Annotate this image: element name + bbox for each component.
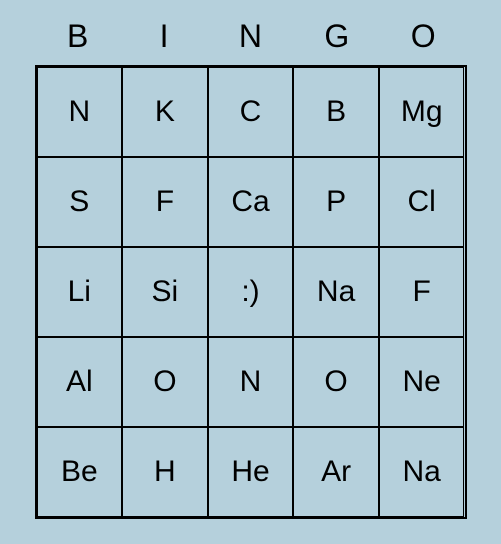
bingo-cell[interactable]: C bbox=[208, 67, 294, 157]
bingo-cell[interactable]: O bbox=[122, 337, 208, 427]
bingo-cell[interactable]: Na bbox=[293, 247, 379, 337]
bingo-cell[interactable]: P bbox=[293, 157, 379, 247]
bingo-cell[interactable]: O bbox=[293, 337, 379, 427]
bingo-cell[interactable]: K bbox=[122, 67, 208, 157]
bingo-cell[interactable]: N bbox=[37, 67, 123, 157]
bingo-cell[interactable]: Al bbox=[37, 337, 123, 427]
bingo-cell[interactable]: S bbox=[37, 157, 123, 247]
bingo-cell[interactable]: Be bbox=[37, 427, 123, 517]
bingo-cell-free[interactable]: :) bbox=[208, 247, 294, 337]
bingo-cell[interactable]: He bbox=[208, 427, 294, 517]
bingo-cell[interactable]: Mg bbox=[379, 67, 465, 157]
bingo-cell[interactable]: Cl bbox=[379, 157, 465, 247]
bingo-cell[interactable]: H bbox=[122, 427, 208, 517]
header-G: G bbox=[294, 18, 380, 55]
bingo-cell[interactable]: N bbox=[208, 337, 294, 427]
bingo-header-row: B I N G O bbox=[35, 18, 467, 55]
header-O: O bbox=[380, 18, 466, 55]
bingo-cell[interactable]: Na bbox=[379, 427, 465, 517]
header-I: I bbox=[121, 18, 207, 55]
bingo-cell[interactable]: F bbox=[122, 157, 208, 247]
header-N: N bbox=[207, 18, 293, 55]
bingo-cell[interactable]: Ca bbox=[208, 157, 294, 247]
header-B: B bbox=[35, 18, 121, 55]
bingo-cell[interactable]: B bbox=[293, 67, 379, 157]
bingo-grid: N K C B Mg S F Ca P Cl Li Si :) Na F Al … bbox=[35, 65, 467, 519]
bingo-cell[interactable]: Ar bbox=[293, 427, 379, 517]
bingo-cell[interactable]: Ne bbox=[379, 337, 465, 427]
bingo-cell[interactable]: Li bbox=[37, 247, 123, 337]
bingo-cell[interactable]: Si bbox=[122, 247, 208, 337]
bingo-cell[interactable]: F bbox=[379, 247, 465, 337]
